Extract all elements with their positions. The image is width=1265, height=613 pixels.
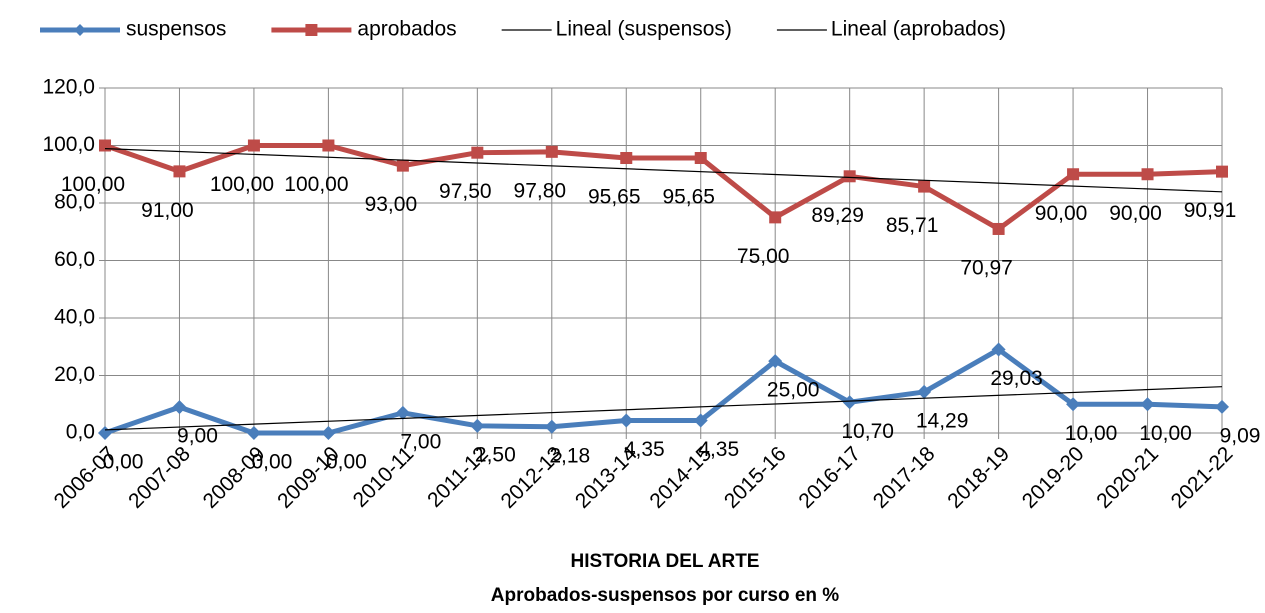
legend-label: Lineal (suspensos) (556, 18, 732, 41)
marker (842, 395, 857, 410)
legend-label: aprobados (357, 18, 456, 41)
marker (98, 426, 112, 440)
marker (619, 413, 634, 428)
data-label: 90,00 (1035, 202, 1088, 225)
marker (322, 139, 335, 152)
x-tick-label: 2016-17 (794, 442, 865, 513)
y-tick-label: 100,0 (42, 133, 95, 156)
data-label: 70,97 (960, 257, 1013, 280)
marker (769, 211, 782, 224)
marker (843, 170, 856, 183)
y-tick-label: 120,0 (42, 76, 95, 99)
data-label: 89,29 (811, 204, 864, 227)
legend-marker (305, 24, 318, 36)
data-label: 90,00 (1109, 202, 1162, 225)
x-tick-label: 2020-21 (1092, 442, 1163, 513)
data-label: 2,18 (549, 444, 590, 467)
marker (918, 180, 931, 193)
data-label: 7,00 (400, 430, 441, 453)
data-label: 10,00 (1139, 422, 1192, 445)
marker (1067, 168, 1080, 181)
marker (246, 426, 261, 440)
marker (694, 152, 707, 165)
data-label: 0,00 (326, 451, 367, 474)
chart-title: HISTORIA DEL ARTE (571, 551, 760, 572)
data-label: 97,50 (439, 180, 492, 203)
data-label: 100,00 (210, 173, 274, 196)
marker (992, 222, 1005, 235)
data-label: 100,00 (61, 173, 125, 196)
trendline (104, 148, 1223, 193)
x-tick-label: 2018-19 (943, 442, 1014, 513)
marker (768, 354, 783, 369)
marker (693, 413, 708, 428)
data-label: 90,91 (1184, 199, 1237, 222)
marker (917, 384, 932, 399)
x-tick-label: 2019-20 (1018, 442, 1089, 513)
trendline (104, 386, 1223, 431)
data-label: 9,09 (1220, 424, 1261, 447)
legend-marker (74, 24, 86, 36)
chart-subtitle: Aprobados-suspensos por curso en % (491, 585, 839, 606)
x-tick-label: 2017-18 (869, 442, 940, 513)
data-label: 2,50 (475, 443, 516, 466)
data-label: 9,00 (177, 425, 218, 448)
data-label: 14,29 (916, 409, 969, 432)
x-tick-label: 2021-22 (1167, 442, 1238, 513)
data-label: 75,00 (737, 245, 790, 268)
data-label: 4,35 (698, 438, 739, 461)
marker (471, 146, 484, 159)
data-label: 29,03 (990, 367, 1043, 390)
marker (1066, 397, 1081, 412)
y-tick-label: 60,0 (54, 248, 95, 271)
marker (395, 405, 410, 420)
data-label: 4,35 (624, 438, 665, 461)
series-line (104, 143, 1223, 232)
data-label: 0,00 (103, 451, 144, 474)
legend-label: suspensos (126, 18, 226, 41)
marker (1141, 168, 1154, 181)
marker (173, 165, 186, 178)
y-tick-label: 0,0 (66, 421, 95, 444)
data-label: 10,70 (841, 420, 894, 443)
marker (172, 400, 187, 415)
marker (545, 145, 558, 158)
marker (1140, 397, 1155, 412)
data-label: 95,65 (588, 186, 641, 209)
data-label: 100,00 (284, 173, 348, 196)
marker (1216, 165, 1228, 178)
data-label: 95,65 (662, 186, 715, 209)
y-tick-label: 80,0 (54, 191, 95, 214)
marker (470, 418, 485, 433)
marker (620, 152, 633, 165)
data-label: 97,80 (514, 179, 567, 202)
data-label: 10,00 (1065, 422, 1118, 445)
data-label: 91,00 (141, 199, 194, 222)
marker (1215, 399, 1229, 414)
marker (99, 139, 111, 152)
y-tick-label: 40,0 (54, 306, 95, 329)
marker (396, 159, 409, 172)
marker (544, 419, 559, 434)
data-label: 0,00 (251, 451, 292, 474)
data-label: 93,00 (365, 193, 418, 216)
series-line (104, 347, 1223, 436)
legend-label: Lineal (aprobados) (831, 18, 1006, 41)
marker (247, 139, 260, 152)
marker (321, 426, 336, 440)
marker (991, 342, 1006, 357)
y-tick-label: 20,0 (54, 363, 95, 386)
data-label: 25,00 (767, 379, 820, 402)
data-label: 85,71 (886, 214, 939, 237)
